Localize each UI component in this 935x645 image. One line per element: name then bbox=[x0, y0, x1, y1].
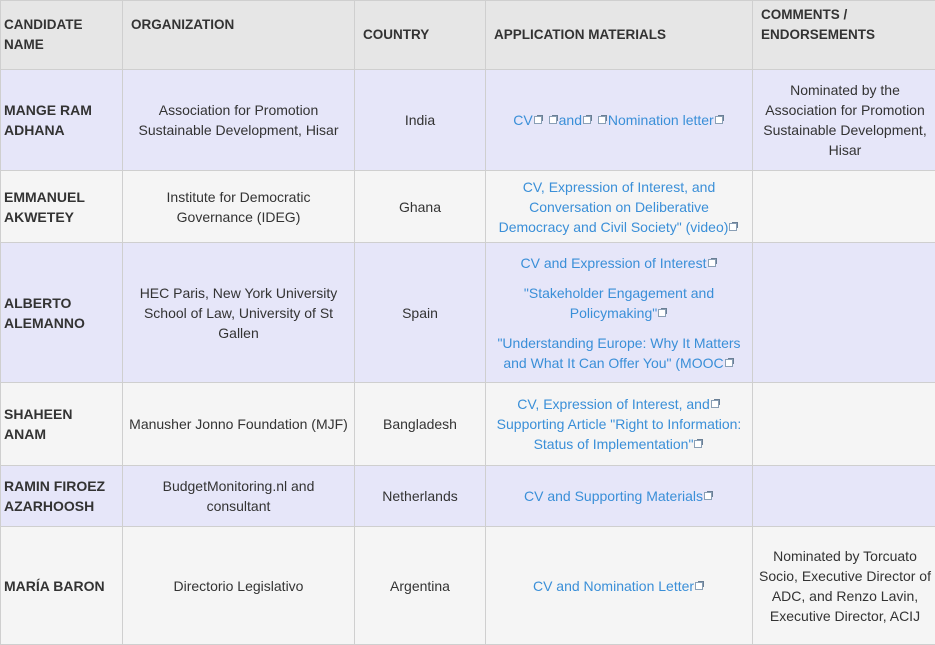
country: Netherlands bbox=[355, 466, 486, 527]
candidate-name: EMMANUEL AKWETEY bbox=[1, 171, 123, 243]
comments bbox=[753, 383, 935, 466]
header-application-materials: APPLICATION MATERIALS bbox=[486, 1, 753, 70]
materials-paragraph: CV and Expression of Interest bbox=[492, 253, 746, 273]
material-link[interactable]: CV, Expression of Interest, and Conversa… bbox=[499, 179, 729, 235]
external-link-icon bbox=[598, 115, 607, 124]
materials-paragraph: CV and Nomination Letter bbox=[492, 576, 746, 596]
candidate-name: MARÍA BARON bbox=[1, 527, 123, 645]
comments bbox=[753, 243, 935, 383]
external-link-icon bbox=[715, 115, 724, 124]
material-link[interactable]: CV and Nomination Letter bbox=[533, 578, 694, 594]
comments bbox=[753, 466, 935, 527]
material-link[interactable]: CV, Expression of Interest, and bbox=[517, 396, 709, 412]
external-link-icon bbox=[694, 439, 703, 448]
country: Argentina bbox=[355, 527, 486, 645]
comments bbox=[753, 171, 935, 243]
external-link-icon bbox=[658, 308, 667, 317]
table-row: MANGE RAM ADHANA Association for Promoti… bbox=[1, 70, 935, 171]
candidate-name: ALBERTO ALEMANNO bbox=[1, 243, 123, 383]
external-link-icon bbox=[534, 115, 543, 124]
materials-paragraph: CV, Expression of Interest, and Supporti… bbox=[492, 394, 746, 454]
material-link[interactable]: Supporting Article "Right to Information… bbox=[497, 416, 742, 452]
application-materials: CV, Expression of Interest, and Conversa… bbox=[486, 171, 753, 243]
organization: BudgetMonitoring.nl and consultant bbox=[123, 466, 355, 527]
material-link[interactable]: CV and Expression of Interest bbox=[521, 255, 707, 271]
header-row: CANDIDATE NAME ORGANIZATION COUNTRY APPL… bbox=[1, 1, 935, 70]
external-link-icon bbox=[725, 358, 734, 367]
country: Ghana bbox=[355, 171, 486, 243]
materials-paragraph: CV and Nomination letter bbox=[492, 110, 746, 130]
application-materials: CV, Expression of Interest, and Supporti… bbox=[486, 383, 753, 466]
table-row: RAMIN FIROEZ AZARHOOSH BudgetMonitoring.… bbox=[1, 466, 935, 527]
country: Spain bbox=[355, 243, 486, 383]
material-link[interactable]: "Understanding Europe: Why It Matters an… bbox=[497, 335, 740, 371]
application-materials: CV and Nomination Letter bbox=[486, 527, 753, 645]
header-comments: COMMENTS / ENDORSEMENTS bbox=[753, 1, 935, 70]
organization: Institute for Democratic Governance (IDE… bbox=[123, 171, 355, 243]
materials-paragraph: CV, Expression of Interest, and Conversa… bbox=[492, 177, 746, 237]
external-link-icon bbox=[583, 115, 592, 124]
country: India bbox=[355, 70, 486, 171]
materials-paragraph: "Understanding Europe: Why It Matters an… bbox=[492, 333, 746, 373]
external-link-icon bbox=[549, 115, 558, 124]
comments: Nominated by Torcuato Socio, Executive D… bbox=[753, 527, 935, 645]
materials-paragraph: "Stakeholder Engagement and Policymaking… bbox=[492, 283, 746, 323]
candidate-name: RAMIN FIROEZ AZARHOOSH bbox=[1, 466, 123, 527]
table-row: EMMANUEL AKWETEY Institute for Democrati… bbox=[1, 171, 935, 243]
table-row: ALBERTO ALEMANNO HEC Paris, New York Uni… bbox=[1, 243, 935, 383]
organization: Association for Promotion Sustainable De… bbox=[123, 70, 355, 171]
header-candidate-name: CANDIDATE NAME bbox=[1, 1, 123, 70]
material-link[interactable]: "Stakeholder Engagement and Policymaking… bbox=[524, 285, 714, 321]
candidate-name: MANGE RAM ADHANA bbox=[1, 70, 123, 171]
external-link-icon bbox=[708, 258, 717, 267]
material-link[interactable]: CV and Supporting Materials bbox=[524, 488, 703, 504]
table-row: SHAHEEN ANAM Manusher Jonno Foundation (… bbox=[1, 383, 935, 466]
materials-paragraph: CV and Supporting Materials bbox=[492, 486, 746, 506]
material-link[interactable]: and bbox=[559, 112, 582, 128]
header-organization: ORGANIZATION bbox=[123, 1, 355, 70]
material-link[interactable]: Nomination letter bbox=[608, 112, 714, 128]
organization: HEC Paris, New York University School of… bbox=[123, 243, 355, 383]
table-row: MARÍA BARON Directorio Legislativo Argen… bbox=[1, 527, 935, 645]
country: Bangladesh bbox=[355, 383, 486, 466]
header-country: COUNTRY bbox=[355, 1, 486, 70]
organization: Manusher Jonno Foundation (MJF) bbox=[123, 383, 355, 466]
application-materials: CV and Supporting Materials bbox=[486, 466, 753, 527]
external-link-icon bbox=[695, 581, 704, 590]
external-link-icon bbox=[729, 222, 738, 231]
candidate-name: SHAHEEN ANAM bbox=[1, 383, 123, 466]
material-link[interactable]: CV bbox=[513, 112, 532, 128]
external-link-icon bbox=[704, 491, 713, 500]
organization: Directorio Legislativo bbox=[123, 527, 355, 645]
comments: Nominated by the Association for Promoti… bbox=[753, 70, 935, 171]
application-materials: CV and Nomination letter bbox=[486, 70, 753, 171]
external-link-icon bbox=[711, 399, 720, 408]
application-materials: CV and Expression of Interest "Stakeholde… bbox=[486, 243, 753, 383]
